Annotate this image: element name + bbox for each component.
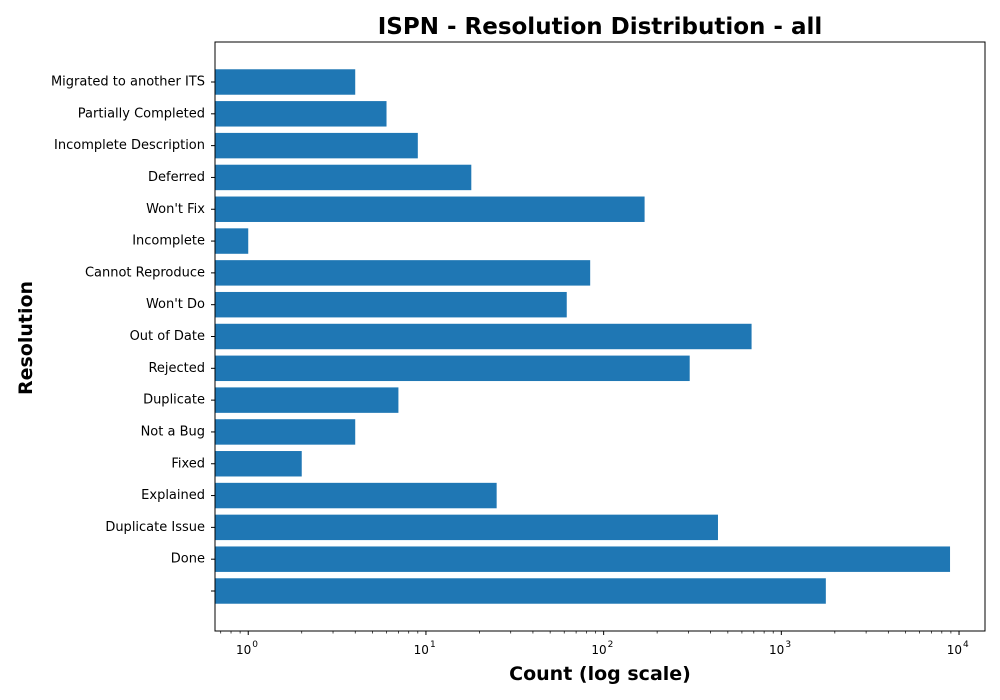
y-tick-label: Out of Date <box>130 329 205 344</box>
bar <box>215 164 472 191</box>
x-tick-exponent: 1 <box>430 640 436 650</box>
y-tick-label: Won't Do <box>146 297 205 312</box>
x-tick-exponent: 3 <box>785 640 791 650</box>
y-tick-label: Deferred <box>148 170 205 185</box>
x-tick-label: 10 <box>769 643 784 657</box>
x-tick-exponent: 0 <box>252 640 258 650</box>
y-tick-label: Fixed <box>171 456 205 471</box>
x-ticks-group: 10 0 10 1 10 2 10 3 10 4 <box>220 631 969 657</box>
x-tick-exponent: 4 <box>963 640 969 650</box>
bar <box>215 387 399 413</box>
bar <box>215 101 387 127</box>
x-tick-label: 10 <box>236 643 251 657</box>
y-ticks-group: Migrated to another ITS Partially Complet… <box>51 75 215 592</box>
plot-frame <box>214 41 986 632</box>
bar <box>215 323 752 350</box>
bar <box>215 578 826 604</box>
x-tick-label: 10 <box>591 643 606 657</box>
y-tick-label: Rejected <box>148 361 205 376</box>
bar <box>215 260 591 286</box>
x-tick-label: 10 <box>414 643 429 657</box>
bar <box>215 419 356 445</box>
bar <box>215 69 356 95</box>
bars-group <box>215 69 951 604</box>
x-axis-label: Count (log scale) <box>509 663 691 685</box>
y-tick-label: Duplicate <box>143 393 205 408</box>
bar <box>215 291 567 318</box>
bar <box>215 546 951 572</box>
x-tick-exponent: 2 <box>608 640 614 650</box>
chart-title: ISPN - Resolution Distribution - all <box>378 14 823 40</box>
y-tick-label: Won't Fix <box>146 202 205 217</box>
bar <box>215 482 497 509</box>
y-tick-label: Incomplete <box>132 234 205 249</box>
y-tick-label: Partially Completed <box>78 106 205 121</box>
bar <box>215 451 302 477</box>
y-tick-label: Done <box>171 552 205 567</box>
y-tick-label: Migrated to another ITS <box>51 75 205 90</box>
y-tick-label: Explained <box>141 488 205 503</box>
y-tick-label: Duplicate Issue <box>105 520 205 535</box>
bar <box>215 355 690 382</box>
y-tick-label: Cannot Reproduce <box>85 265 205 280</box>
bar <box>215 132 418 159</box>
bar <box>215 228 249 254</box>
y-tick-label: Incomplete Description <box>54 138 205 153</box>
x-tick-label: 10 <box>947 643 962 657</box>
y-axis-label: Resolution <box>15 281 37 395</box>
bar <box>215 196 645 222</box>
y-tick-label: Not a Bug <box>141 424 205 439</box>
bar <box>215 514 718 541</box>
